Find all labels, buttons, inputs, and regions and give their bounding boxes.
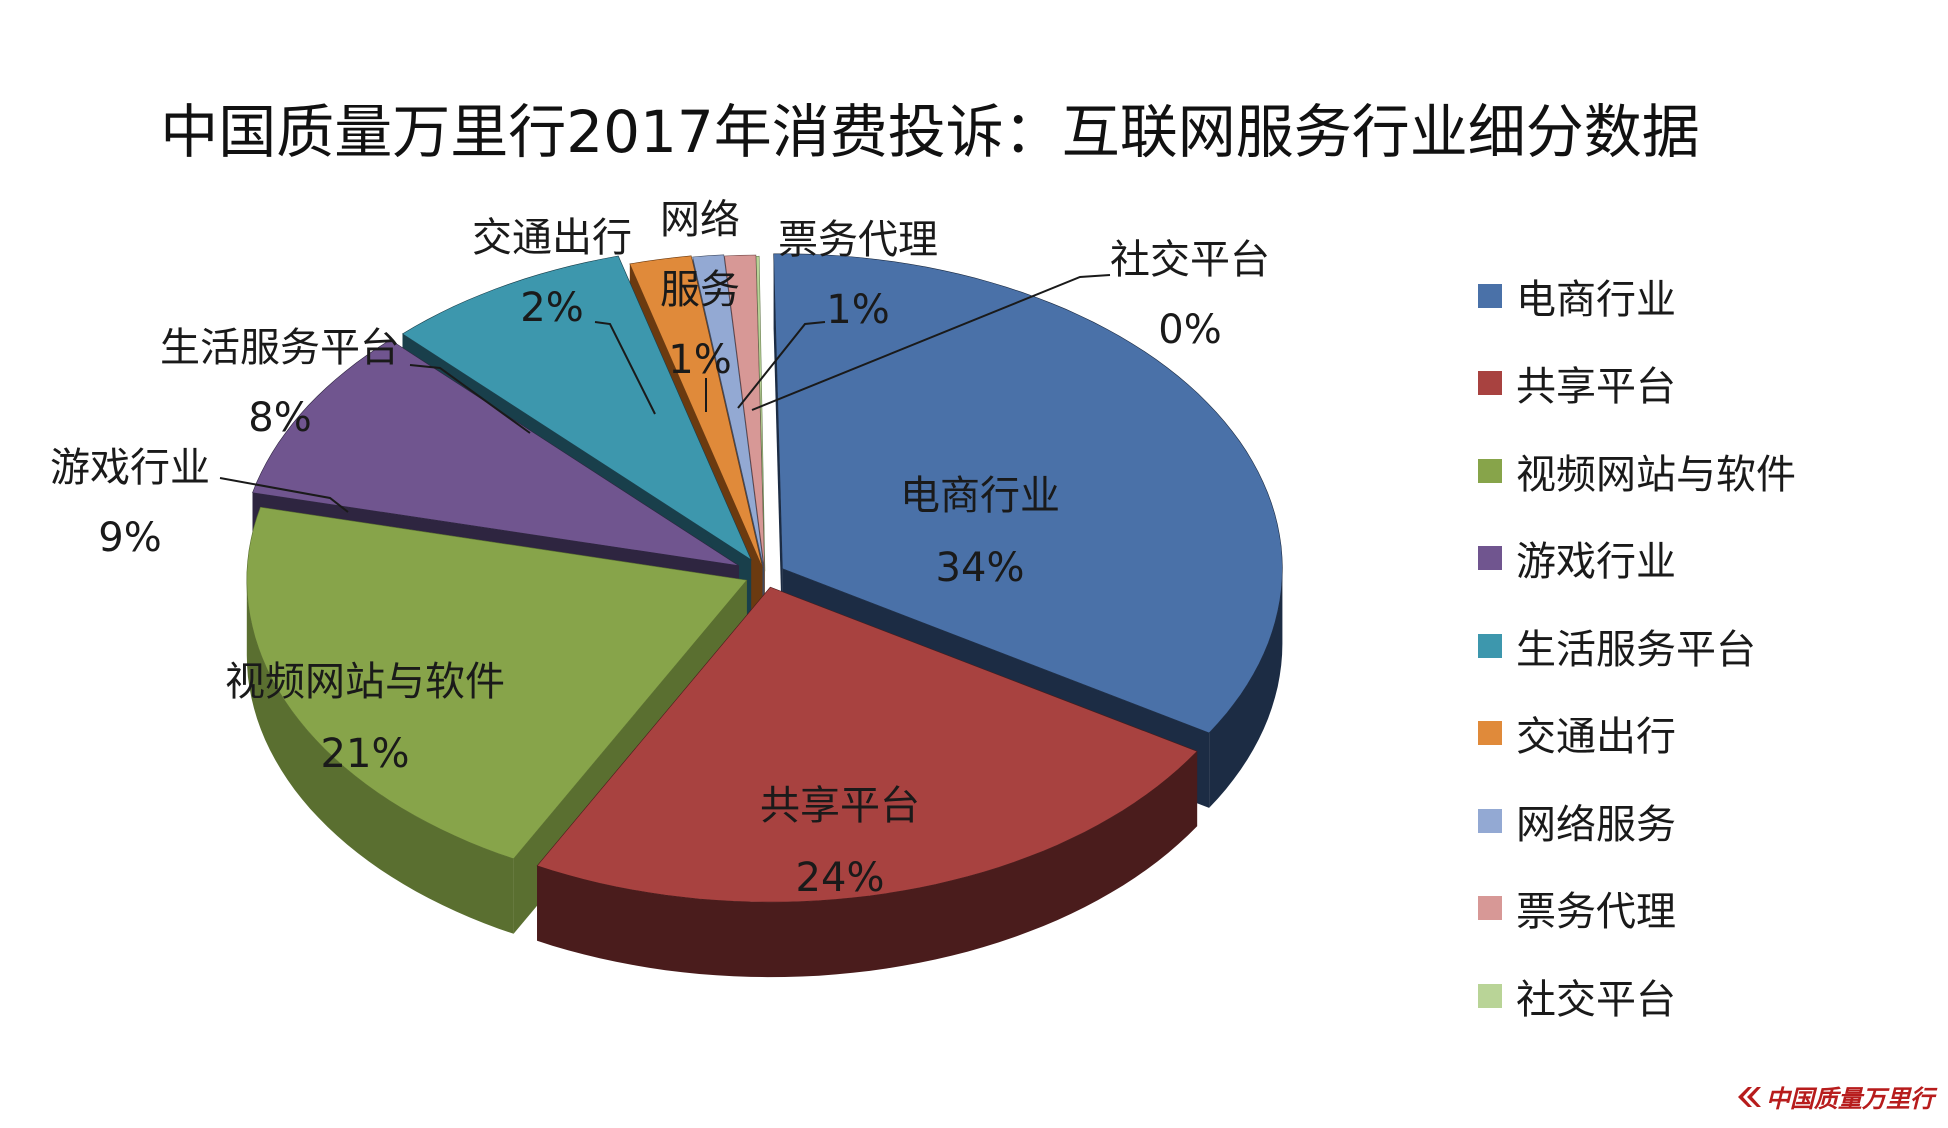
legend-swatch [1478,546,1502,571]
slice-wall-电商行业 [773,253,783,644]
legend-label: 网络服务 [1516,801,1676,848]
legend-swatch [1478,896,1502,921]
slice-网络服务 [692,254,765,569]
data-label-value-电商行业: 34% [936,545,1025,591]
data-label-name-共享平台: 共享平台 [760,783,920,829]
legend-item-共享平台: 共享平台 [1478,340,1796,428]
legend-swatch [1478,283,1502,308]
legend-label: 交通出行 [1516,714,1676,761]
data-label-value-社交平台: 0% [1158,307,1221,353]
data-label-value-游戏行业: 9% [98,515,161,561]
legend-label: 生活服务平台 [1516,626,1756,673]
legend-label: 社交平台 [1516,976,1676,1023]
legend-item-电商行业: 电商行业 [1478,252,1796,340]
slice-社交平台 [755,255,766,572]
data-label-value-共享平台: 24% [796,855,885,901]
legend-swatch [1478,633,1502,658]
legend-label: 共享平台 [1516,364,1676,411]
legend-item-票务代理: 票务代理 [1478,865,1796,953]
legend-label: 视频网站与软件 [1516,451,1796,498]
legend-swatch [1478,721,1502,746]
legend-swatch [1478,983,1502,1008]
data-label-name-网络服务-line2: 服务 [660,267,740,313]
slice-电商行业 [773,253,1283,734]
watermark: 中国质量万里行 [1734,1079,1934,1114]
slice-生活服务平台 [401,255,752,561]
slice-共享平台 [536,586,1198,903]
legend-item-视频网站与软件: 视频网站与软件 [1478,427,1796,515]
legend-label: 电商行业 [1516,276,1676,323]
data-label-name-社交平台: 社交平台 [1110,237,1270,283]
legend-item-交通出行: 交通出行 [1478,690,1796,778]
legend-swatch [1478,371,1502,396]
data-label-value-网络服务: 1% [668,337,731,383]
legend-item-社交平台: 社交平台 [1478,952,1796,1040]
leader-line-票务代理 [737,321,826,409]
legend-swatch [1478,458,1502,483]
leader-line-生活服务平台 [409,364,531,434]
brand-logo-icon [1738,1086,1761,1107]
slice-游戏行业 [252,339,740,566]
data-label-value-交通出行: 2% [520,285,583,331]
leader-line-游戏行业 [219,477,349,513]
slice-rim-电商行业 [1209,568,1283,808]
leader-line-社交平台 [751,274,1111,411]
legend-item-生活服务平台: 生活服务平台 [1478,602,1796,690]
data-label-name-生活服务平台: 生活服务平台 [160,325,400,371]
slice-rim-共享平台 [537,751,1198,978]
data-label-name-票务代理: 票务代理 [778,217,938,263]
data-label-value-票务代理: 1% [826,287,889,333]
chart-title: 中国质量万里行2017年消费投诉：互联网服务行业细分数据 [160,98,1700,166]
slice-rim-视频网站与软件 [246,580,514,934]
leader-line-交通出行 [594,321,656,415]
legend-item-网络服务: 网络服务 [1478,777,1796,865]
slice-视频网站与软件 [246,506,748,860]
data-label-name-游戏行业: 游戏行业 [50,445,210,491]
data-label-value-生活服务平台: 8% [248,395,311,441]
legend-swatch [1478,808,1502,833]
data-label-name-视频网站与软件: 视频网站与软件 [225,659,505,705]
legend-item-游戏行业: 游戏行业 [1478,515,1796,603]
watermark-text: 中国质量万里行 [1766,1084,1934,1113]
data-label-name-网络服务-line1: 网络 [660,197,740,243]
data-label-name-交通出行: 交通出行 [472,215,632,261]
data-label-name-电商行业: 电商行业 [900,473,1060,519]
legend: 电商行业共享平台视频网站与软件 游戏行业生活服务平台 交通出行网络服务票务代理社交平… [1478,252,1796,1040]
slice-交通出行 [629,255,763,568]
data-label-value-视频网站与软件: 21% [321,731,410,777]
legend-label: 游戏行业 [1516,539,1676,586]
legend-label: 票务代理 [1516,889,1676,936]
